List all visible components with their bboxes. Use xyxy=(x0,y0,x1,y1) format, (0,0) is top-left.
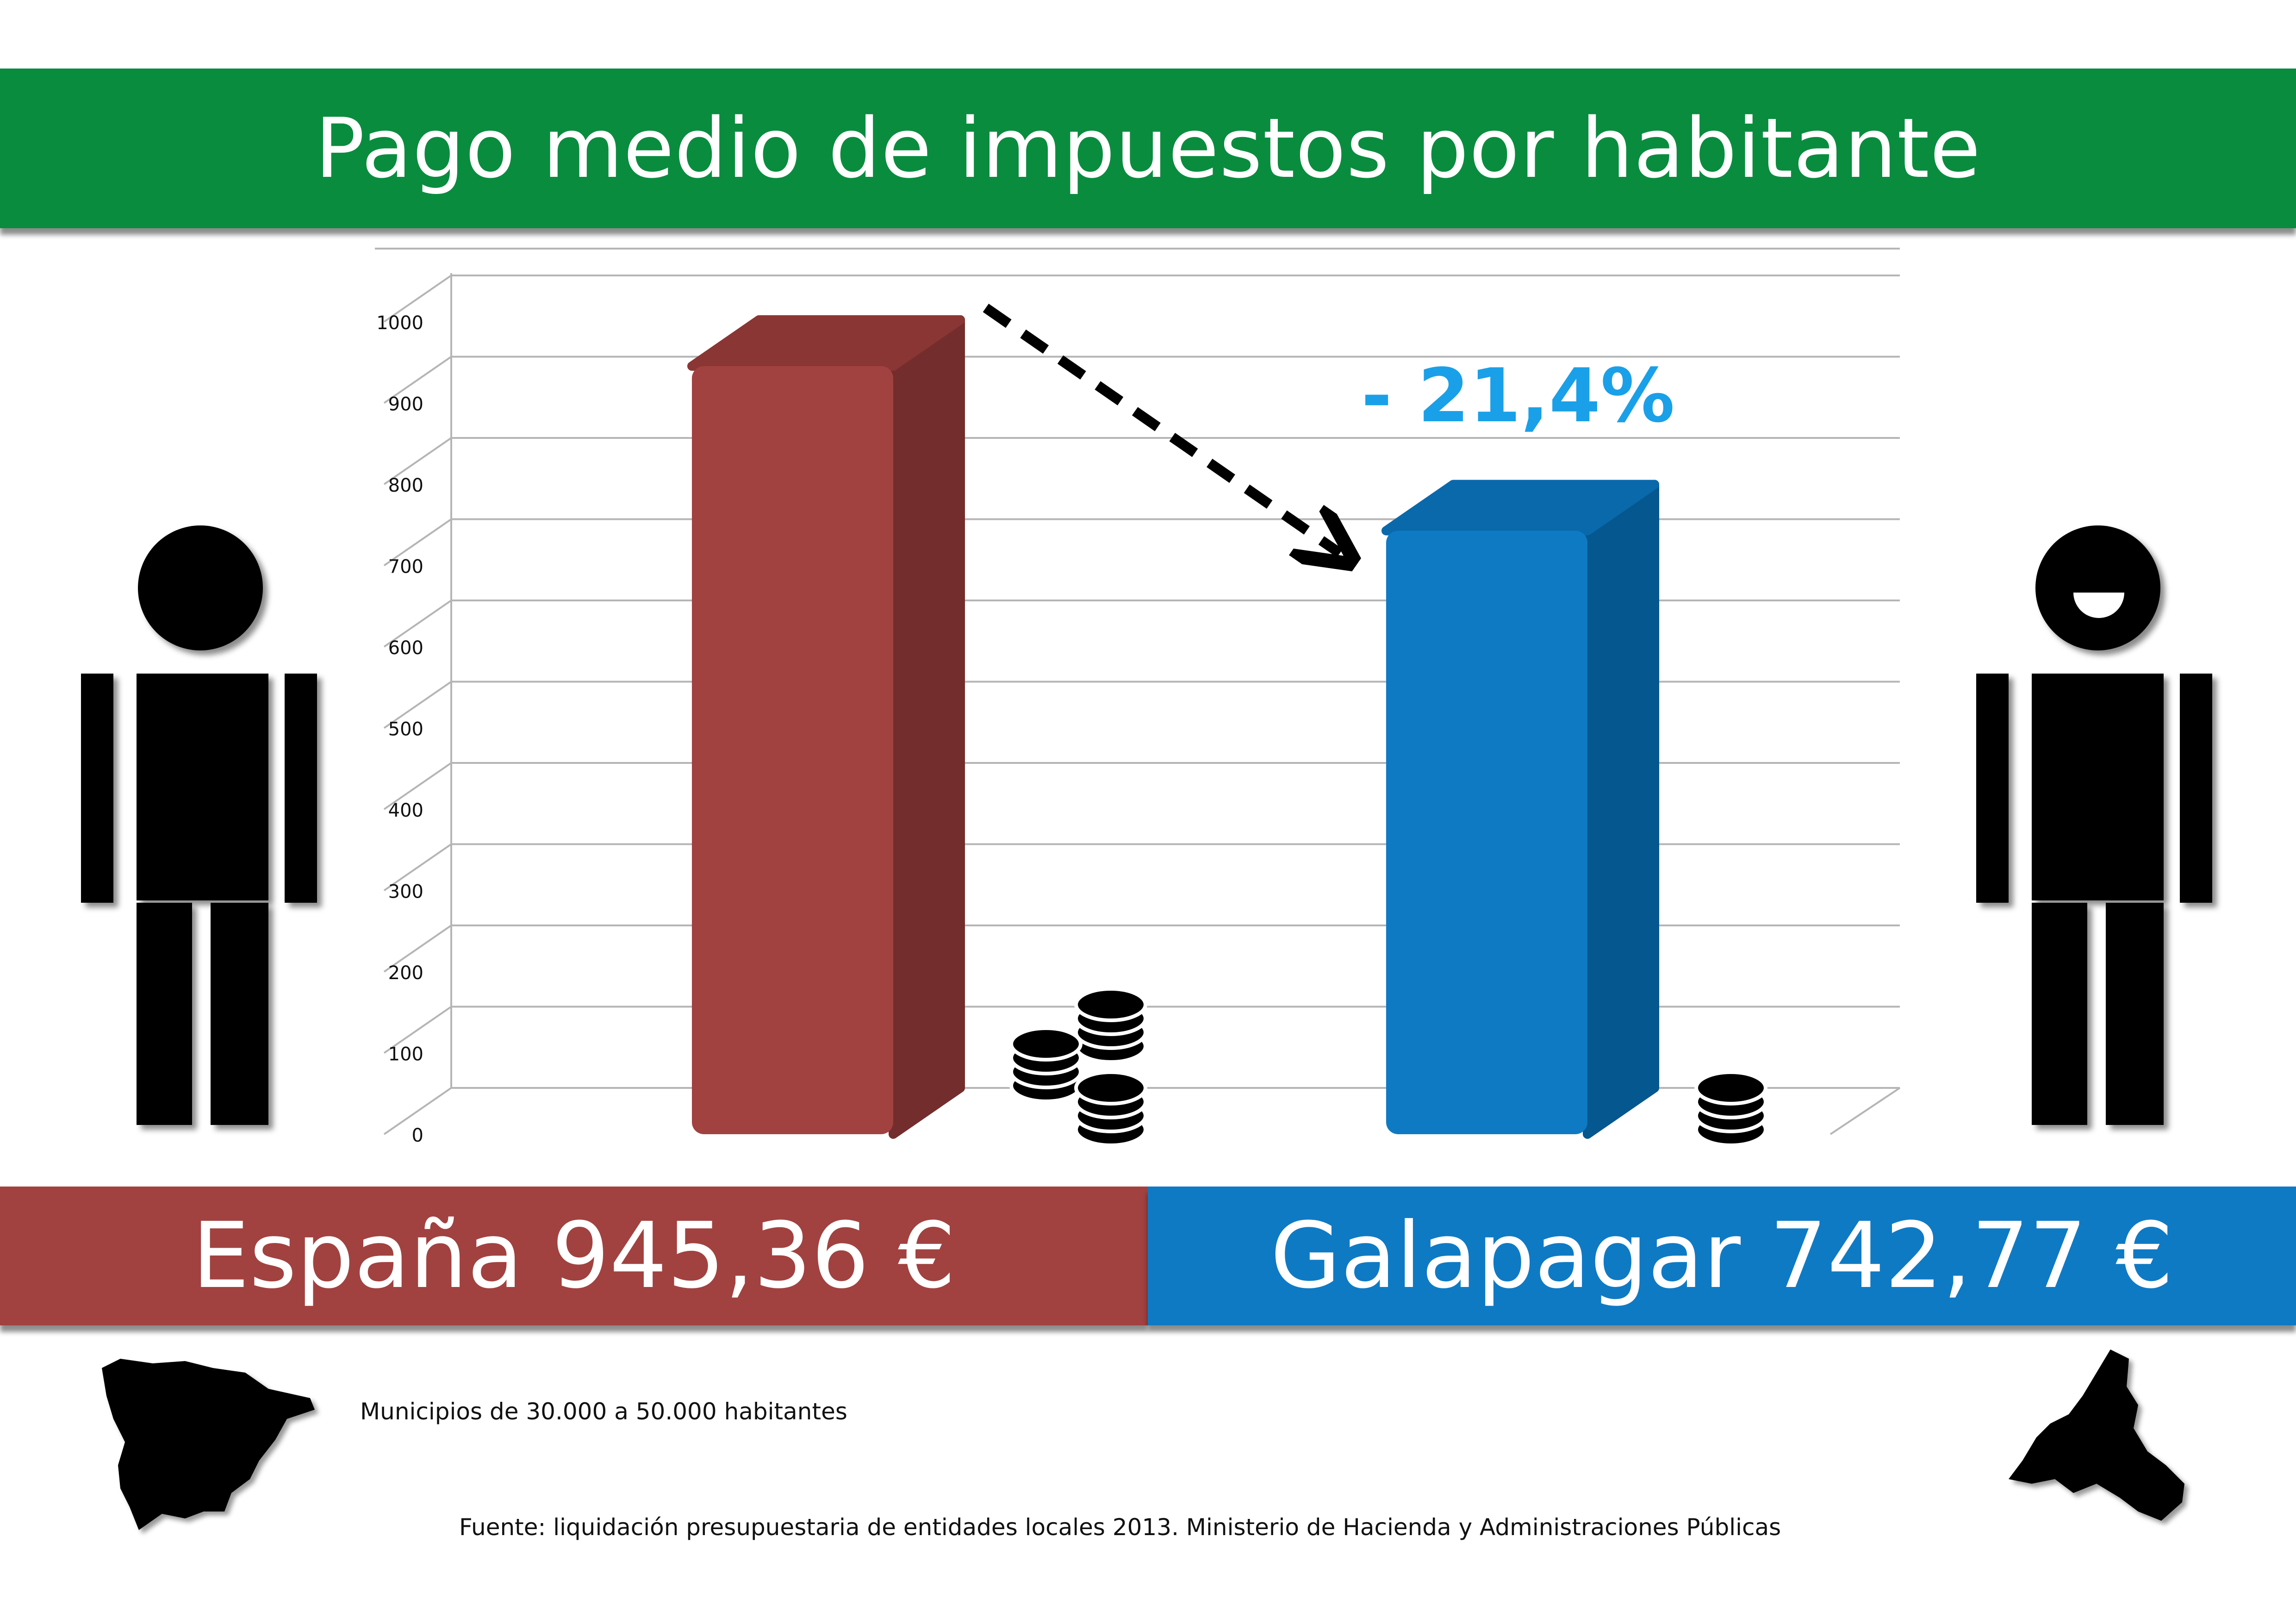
source-note: Fuente: liquidación presupuestaria de en… xyxy=(459,1514,1781,1541)
y-tick-label: 900 xyxy=(388,394,423,415)
gridline-depth xyxy=(383,762,452,810)
y-tick-label: 400 xyxy=(388,800,423,821)
gridline-depth xyxy=(383,600,452,648)
coins-icon xyxy=(1074,987,1147,1064)
gridline-depth xyxy=(383,437,452,485)
y-tick-label: 0 xyxy=(412,1125,423,1146)
coins-icon xyxy=(1009,1026,1083,1103)
gridline-depth xyxy=(383,275,452,323)
galapagar-value-panel: Galapagar 742,77 € xyxy=(1148,1187,2296,1325)
y-tick-label: 100 xyxy=(388,1044,423,1065)
page-title: Pago medio de impuestos por habitante xyxy=(315,100,1981,196)
bar-espana xyxy=(687,315,965,1139)
bar-galapagar xyxy=(1381,480,1659,1139)
y-tick-label: 700 xyxy=(388,556,423,578)
espana-value-panel: España 945,36 € xyxy=(0,1187,1148,1325)
gridline-depth xyxy=(383,1006,452,1054)
trend-arrow xyxy=(983,303,1340,553)
y-tick-label: 1000 xyxy=(376,312,423,334)
espana-value-label: España 945,36 € xyxy=(192,1203,956,1309)
gridline-depth xyxy=(383,843,452,892)
percent-change-label: - 21,4% xyxy=(1361,352,1674,439)
y-tick-label: 300 xyxy=(388,881,423,903)
spain-map-icon xyxy=(102,1359,315,1530)
gridline-depth xyxy=(383,518,452,567)
gridline-depth xyxy=(383,1087,452,1135)
y-tick-label: 600 xyxy=(388,637,423,659)
sad-person-icon xyxy=(81,525,317,1125)
gridline-depth xyxy=(383,924,452,973)
y-tick-label: 500 xyxy=(388,719,423,740)
chart-floor-edge xyxy=(1829,1087,1901,1135)
galapagar-value-label: Galapagar 742,77 € xyxy=(1270,1203,2174,1309)
footnote-municipios: Municipios de 30.000 a 50.000 habitantes xyxy=(360,1398,847,1425)
madrid-map-icon xyxy=(2009,1349,2184,1521)
happy-person-icon xyxy=(1976,525,2212,1125)
y-tick-label: 200 xyxy=(388,962,423,984)
coins-icon xyxy=(1074,1070,1147,1147)
coins-icon xyxy=(1694,1070,1767,1147)
y-tick-label: 800 xyxy=(388,475,423,496)
gridline-depth xyxy=(383,681,452,729)
title-banner xyxy=(0,69,2296,228)
gridline-depth xyxy=(383,356,452,404)
